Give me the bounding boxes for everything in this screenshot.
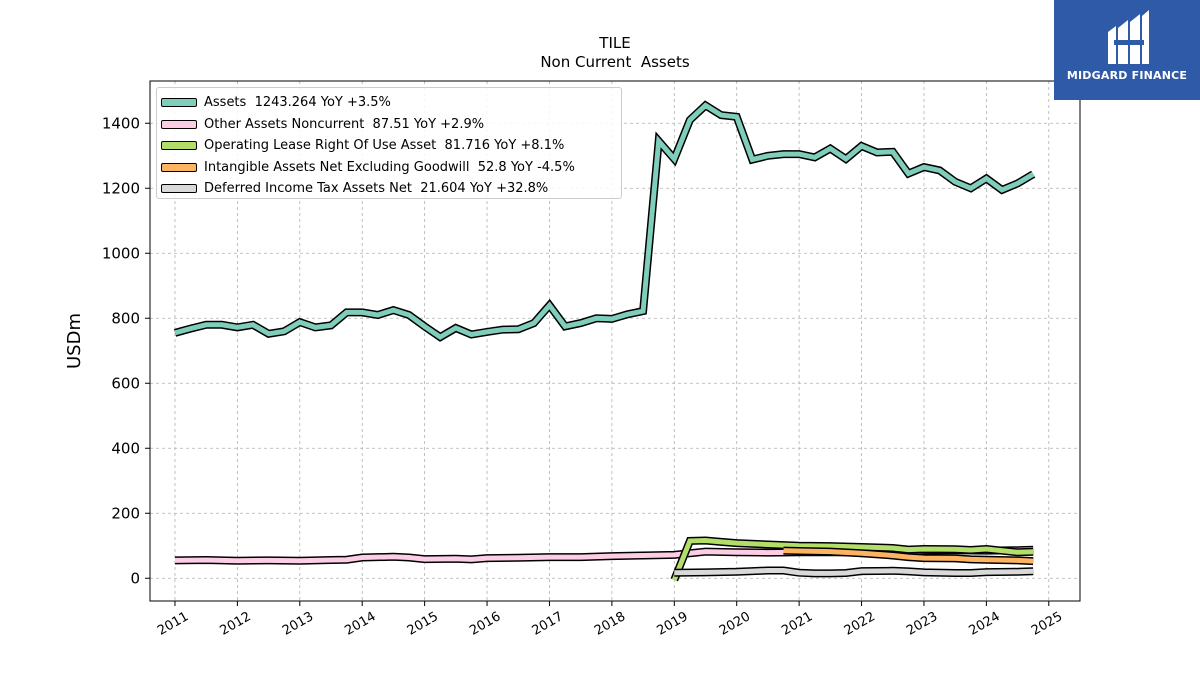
x-tick-label: 2011 xyxy=(155,609,191,639)
legend-label: Other Assets Noncurrent 87.51 YoY +2.9% xyxy=(204,116,485,132)
x-tick-label: 2016 xyxy=(467,609,503,639)
x-tick-label: 2014 xyxy=(342,609,378,639)
y-axis: 0 200 400 600 800 1000 1200 1400 xyxy=(102,114,150,587)
grid-lines xyxy=(150,81,1080,601)
x-tick-label: 2022 xyxy=(842,609,878,639)
y-tick-label: 1400 xyxy=(102,114,140,132)
x-tick-label: 2021 xyxy=(779,609,815,639)
legend-label: Intangible Assets Net Excluding Goodwill… xyxy=(204,159,575,175)
legend-swatch-deferred-income-tax xyxy=(161,184,197,194)
chart-subtitle: Non Current Assets xyxy=(540,53,690,71)
brand-logo: MIDGARD FINANCE xyxy=(1054,0,1200,100)
y-tick-label: 400 xyxy=(111,439,140,457)
y-tick-label: 0 xyxy=(130,569,140,587)
x-tick-label: 2024 xyxy=(967,609,1003,639)
x-axis: 2011 2012 2013 2014 2015 2016 2017 2018 2019 2020… xyxy=(155,601,1065,639)
x-tick-label: 2020 xyxy=(717,609,753,639)
legend-swatch-intangible-assets xyxy=(161,162,197,172)
legend-item-assets: Assets 1243.264 YoY +3.5% xyxy=(157,92,621,114)
legend-item-deferred-income-tax: Deferred Income Tax Assets Net 21.604 Yo… xyxy=(157,178,621,200)
series-lines xyxy=(173,100,1036,582)
legend-item-intangible-assets: Intangible Assets Net Excluding Goodwill… xyxy=(157,157,621,179)
legend-label: Operating Lease Right Of Use Asset 81.71… xyxy=(204,138,565,154)
y-tick-label: 1000 xyxy=(102,244,140,262)
chart-title: TILE xyxy=(598,34,630,52)
x-tick-label: 2012 xyxy=(218,609,254,639)
series-line xyxy=(674,568,1034,576)
series-intangible-assets-net-excluding-goodwill xyxy=(783,546,1034,566)
series-line xyxy=(174,102,1035,341)
legend-item-other-assets-noncurrent: Other Assets Noncurrent 87.51 YoY +2.9% xyxy=(157,114,621,136)
series-assets xyxy=(173,100,1036,342)
x-tick-label: 2013 xyxy=(280,609,316,639)
series-deferred-income-tax-assets-net xyxy=(674,566,1034,578)
y-tick-label: 800 xyxy=(111,309,140,327)
y-tick-label: 1200 xyxy=(102,179,140,197)
plot-frame xyxy=(149,80,1081,602)
legend-swatch-assets xyxy=(161,98,197,108)
x-tick-label: 2023 xyxy=(904,609,940,639)
y-axis-label: USDm xyxy=(64,313,85,369)
x-tick-label: 2017 xyxy=(530,609,566,639)
brand-logo-icon xyxy=(1108,10,1149,64)
x-tick-label: 2025 xyxy=(1029,609,1065,639)
legend-swatch-other-assets-noncurrent xyxy=(161,119,197,129)
legend: Assets 1243.264 YoY +3.5% Other Assets N… xyxy=(156,87,622,199)
legend-swatch-operating-lease xyxy=(161,141,197,151)
x-tick-label: 2018 xyxy=(592,609,628,639)
series-operating-lease-right-of-use-asset xyxy=(670,536,1034,582)
legend-label: Deferred Income Tax Assets Net 21.604 Yo… xyxy=(204,181,549,197)
series-line xyxy=(671,537,1034,581)
brand-name: MIDGARD FINANCE xyxy=(1066,69,1188,82)
y-tick-label: 600 xyxy=(111,374,140,392)
x-tick-label: 2015 xyxy=(405,609,441,639)
legend-item-operating-lease: Operating Lease Right Of Use Asset 81.71… xyxy=(157,135,621,157)
x-tick-label: 2019 xyxy=(654,609,690,639)
series-line xyxy=(783,548,1034,564)
legend-label: Assets 1243.264 YoY +3.5% xyxy=(204,95,391,111)
y-tick-label: 200 xyxy=(111,504,140,522)
